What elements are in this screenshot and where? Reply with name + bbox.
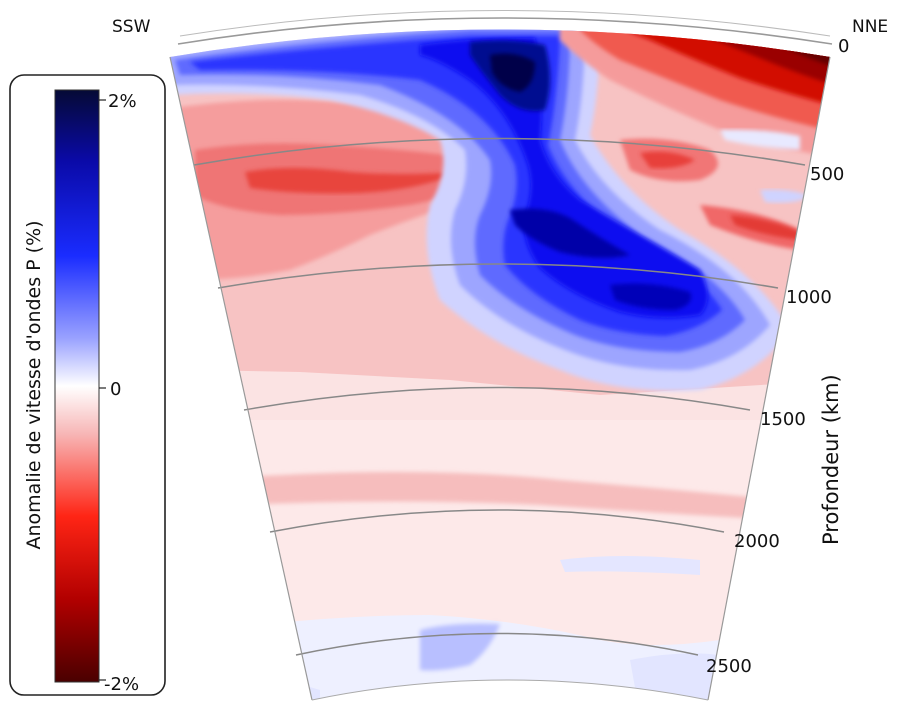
surface-arc (177, 17, 833, 45)
velocity-anomaly-section (169, 10, 833, 701)
depth-contour-lines (193, 137, 806, 656)
direction-ssw-label: SSW (112, 17, 151, 37)
direction-nne-label: NNE (852, 17, 888, 37)
section-bottom-edge (311, 679, 709, 701)
depth-tick-labels: 0 500 1000 1500 2000 2500 (706, 36, 849, 677)
depth-arc-500 (193, 137, 806, 166)
depth-arc-2000 (269, 509, 725, 533)
depth-arc-1000 (217, 263, 779, 289)
colorbar-legend: 2% 0 -2% Anomalie de vitesse d'ondes P (… (9, 74, 166, 696)
depth-axis-label: Profondeur (km) (819, 374, 843, 545)
depth-arc-1500 (243, 386, 751, 411)
surface-arc-inner (179, 10, 831, 37)
depth-arc-2500 (295, 632, 699, 656)
depth-tick-1000: 1000 (786, 287, 832, 308)
subducting-slab-high-velocity (170, 29, 790, 391)
depth-tick-0: 0 (838, 36, 849, 57)
depth-tick-500: 500 (810, 164, 844, 185)
section-outline (169, 56, 831, 701)
colorbar-label: Anomalie de vitesse d'ondes P (%) (23, 220, 45, 549)
colorbar-tick-top-label: 2% (108, 91, 137, 112)
depth-tick-1500: 1500 (760, 409, 806, 430)
colorbar-gradient (54, 89, 100, 683)
shallow-low-velocity-anomaly (170, 99, 503, 280)
colorbar-tick-bottom-label: -2% (104, 674, 139, 695)
colorbar-tick-mid-label: 0 (110, 379, 121, 400)
depth-tick-2500: 2500 (706, 656, 752, 677)
depth-tick-2000: 2000 (734, 531, 780, 552)
